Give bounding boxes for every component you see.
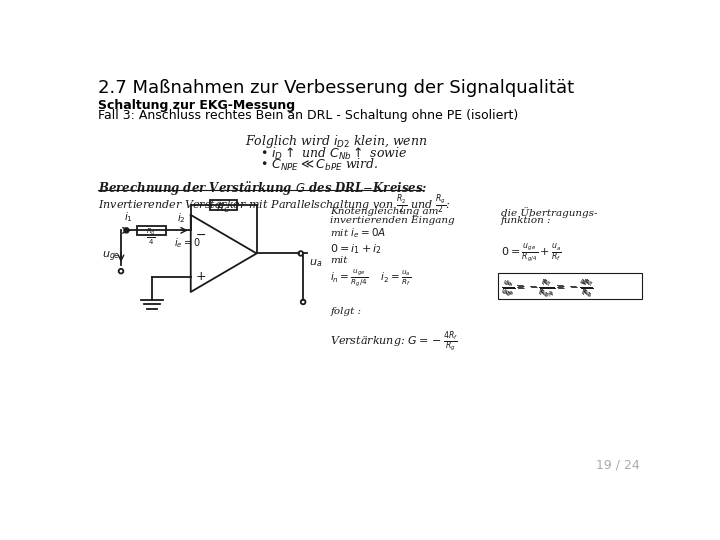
FancyBboxPatch shape [210, 200, 238, 210]
Text: Verstärkung: $G = -\frac{4R_f}{R_g}$: Verstärkung: $G = -\frac{4R_f}{R_g}$ [330, 330, 459, 355]
Text: mit $i_e = 0A$: mit $i_e = 0A$ [330, 226, 386, 240]
Text: $+$: $+$ [194, 270, 206, 283]
Text: $i_n = \frac{u_{ge}}{R_g/4}$    $i_2 = \frac{u_a}{R_f}$: $i_n = \frac{u_{ge}}{R_g/4}$ $i_2 = \fra… [330, 267, 411, 289]
Text: $i_1$: $i_1$ [125, 211, 133, 224]
Text: Schaltung zur EKG-Messung: Schaltung zur EKG-Messung [98, 99, 295, 112]
Text: $i_2$: $i_2$ [177, 211, 186, 225]
Text: $R_C$: $R_C$ [216, 201, 230, 215]
Text: $u_a$: $u_a$ [309, 257, 322, 269]
Text: $\frac{u_a}{u_{ge}} = -\frac{R_f}{R_{g/4}} = -\frac{4R_f}{R_g}$: $\frac{u_a}{u_{ge}} = -\frac{R_f}{R_{g/4… [503, 278, 595, 300]
Text: Knotengleichung am: Knotengleichung am [330, 207, 438, 216]
Text: $-$: $-$ [194, 228, 206, 241]
Text: die Übertragungs-: die Übertragungs- [500, 207, 598, 218]
Text: 19 / 24: 19 / 24 [596, 458, 640, 471]
Text: $i_e{=}0$: $i_e{=}0$ [174, 236, 200, 249]
Text: funktion :: funktion : [500, 217, 552, 226]
Text: Fall 3: Anschluss rechtes Bein an DRL - Schaltung ohne PE (isoliert): Fall 3: Anschluss rechtes Bein an DRL - … [98, 109, 518, 122]
Text: Folglich wird $i_{D2}$ klein, wenn: Folglich wird $i_{D2}$ klein, wenn [245, 132, 428, 150]
Text: 2.7 Maßnahmen zur Verbesserung der Signalqualität: 2.7 Maßnahmen zur Verbesserung der Signa… [98, 79, 574, 97]
Text: $0 = i_1 + i_2$: $0 = i_1 + i_2$ [330, 242, 382, 256]
Text: $\frac{R_g}{4}$: $\frac{R_g}{4}$ [146, 226, 156, 247]
Text: Berechnung der Verstärkung $G$ des DRL$-$Kreises:: Berechnung der Verstärkung $G$ des DRL$-… [98, 179, 427, 197]
Text: $\frac{u_a}{u_{ge}} = -\frac{R_f}{R_{g/4}} = -\frac{4R_f}{R_g}$: $\frac{u_a}{u_{ge}} = -\frac{R_f}{R_{g/4… [500, 276, 593, 299]
Text: • $C_{NPE} \ll C_{bPE}$ wird.: • $C_{NPE} \ll C_{bPE}$ wird. [261, 157, 379, 173]
Text: Invertierender Verstärker mit Parallelschaltung von $\frac{R_2}{2}$ und $\frac{R: Invertierender Verstärker mit Parallelsc… [98, 192, 451, 215]
Text: $0 = \frac{u_{ge}}{R_{g/4}} + \frac{u_a}{R_f}$: $0 = \frac{u_{ge}}{R_{g/4}} + \frac{u_a}… [500, 242, 562, 265]
Text: mit: mit [330, 256, 348, 265]
Text: • $i_D\uparrow$ und $C_{Nb}\uparrow$ sowie: • $i_D\uparrow$ und $C_{Nb}\uparrow$ sow… [261, 146, 408, 162]
Circle shape [124, 228, 129, 233]
FancyBboxPatch shape [137, 226, 166, 235]
Text: invertierenden Eingang: invertierenden Eingang [330, 217, 455, 226]
FancyBboxPatch shape [498, 273, 642, 299]
Text: folgt :: folgt : [330, 307, 361, 316]
Text: $u_{ge}$: $u_{ge}$ [102, 250, 120, 265]
